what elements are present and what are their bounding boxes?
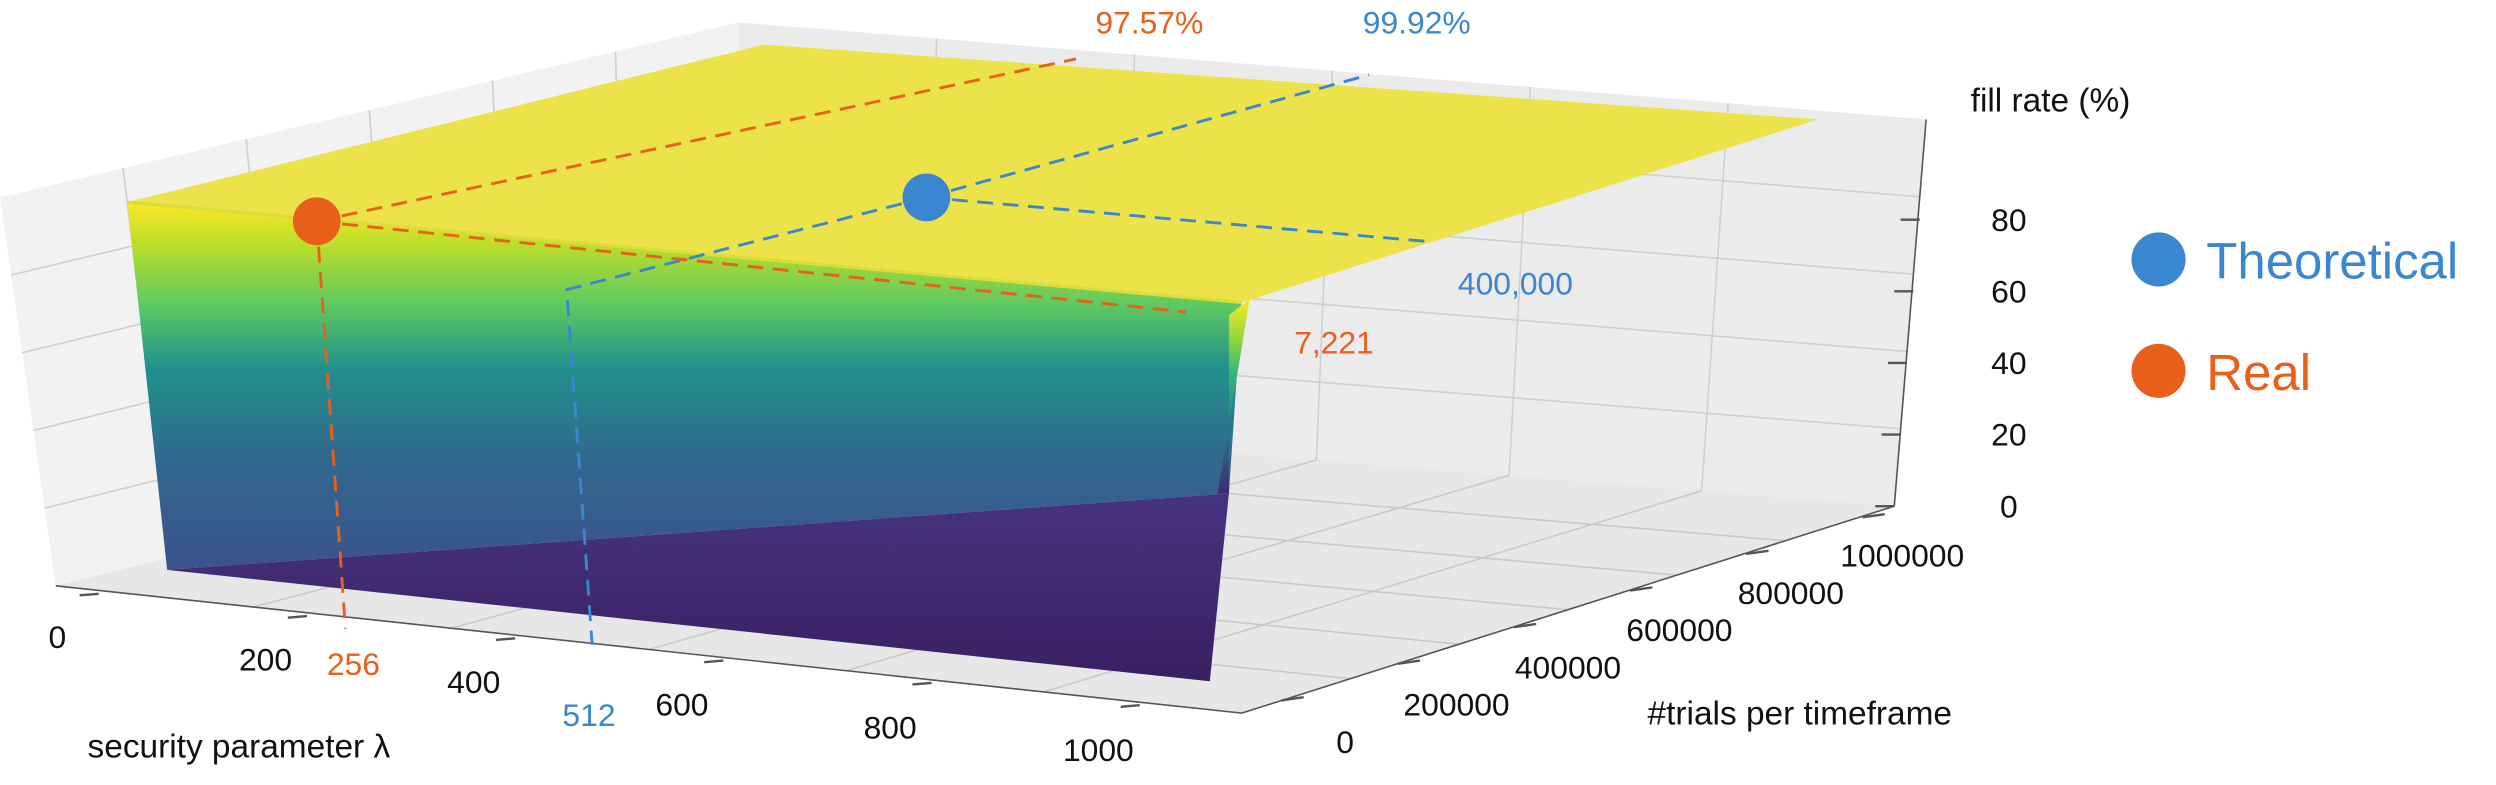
x-tick-mark <box>79 592 99 597</box>
legend-item-real: Real <box>2131 343 2311 401</box>
guide-x-real <box>315 221 347 629</box>
marker-real <box>292 197 341 246</box>
y-tick-mark <box>1281 696 1304 702</box>
x-tick-label: 600 <box>655 687 708 723</box>
side-grid <box>1700 103 1730 491</box>
x-tick-label: 800 <box>864 709 917 745</box>
guide-z-theoretical <box>926 73 1370 199</box>
z-tick-label: 0 <box>2000 488 2018 524</box>
guide-x-theoretical <box>565 196 927 645</box>
z-tick-label: 40 <box>1991 345 2026 381</box>
surface-slope <box>127 202 1242 570</box>
y-tick-label: 600000 <box>1626 612 1732 648</box>
y-value-label-theoretical: 400,000 <box>1458 265 1573 301</box>
legend-label-real: Real <box>2206 344 2311 401</box>
y-tick-mark <box>1397 659 1421 665</box>
x-tick-label: 0 <box>48 619 66 655</box>
y-tick-mark <box>1513 622 1537 629</box>
y-tick-label: 200000 <box>1403 687 1509 723</box>
legend-marker-real <box>2131 343 2186 398</box>
guide-z-real <box>316 57 1077 223</box>
x-value-label-real: 256 <box>327 646 380 682</box>
x-tick-mark <box>495 637 516 642</box>
y-tick-label: 800000 <box>1738 575 1844 611</box>
legend-item-theoretical: Theoretical <box>2131 232 2458 290</box>
x-tick-label: 200 <box>239 641 292 677</box>
y-tick-label: 400000 <box>1515 649 1621 685</box>
x-axis-label: security parameter λ <box>88 729 391 766</box>
x-tick-mark <box>704 659 724 664</box>
legend-label-theoretical: Theoretical <box>2206 233 2458 290</box>
axes-lines <box>55 119 1927 714</box>
x-tick-label: 400 <box>447 664 500 700</box>
x-tick-mark <box>287 614 308 619</box>
y-value-label-real: 7,221 <box>1294 324 1374 360</box>
guide-y-theoretical <box>926 195 1433 244</box>
y-tick-mark <box>1746 549 1769 556</box>
marker-guide-lines <box>315 57 1433 645</box>
legend: Theoretical Real <box>2131 232 2458 401</box>
marker-theoretical <box>902 173 951 222</box>
x-tick-mark <box>912 681 932 686</box>
legend-marker-theoretical <box>2131 232 2186 287</box>
z-tick-label: 20 <box>1991 417 2026 453</box>
markers: 512 400,000 99.92% 256 7,221 97.57% <box>292 4 1573 733</box>
y-tick-mark <box>1629 586 1653 592</box>
z-tick-label: 60 <box>1991 273 2026 309</box>
y-tick-mark <box>1862 512 1885 519</box>
y-tick-label: 1000000 <box>1840 538 1964 574</box>
y-tick-label: 0 <box>1336 724 1354 760</box>
x-tick-label: 1000 <box>1063 732 1134 768</box>
z-axis-label: fill rate (%) <box>1971 82 2131 119</box>
z-tick-label: 80 <box>1991 202 2026 238</box>
z-value-label-theoretical: 99.92% <box>1363 4 1471 40</box>
y-axis-label: #trials per timeframe <box>1648 695 1952 732</box>
x-value-label-theoretical: 512 <box>562 697 615 733</box>
x-tick-mark <box>1120 703 1140 708</box>
guide-y-real <box>316 219 1187 314</box>
z-value-label-real: 97.57% <box>1095 4 1203 40</box>
surface-front-face <box>167 493 1229 682</box>
